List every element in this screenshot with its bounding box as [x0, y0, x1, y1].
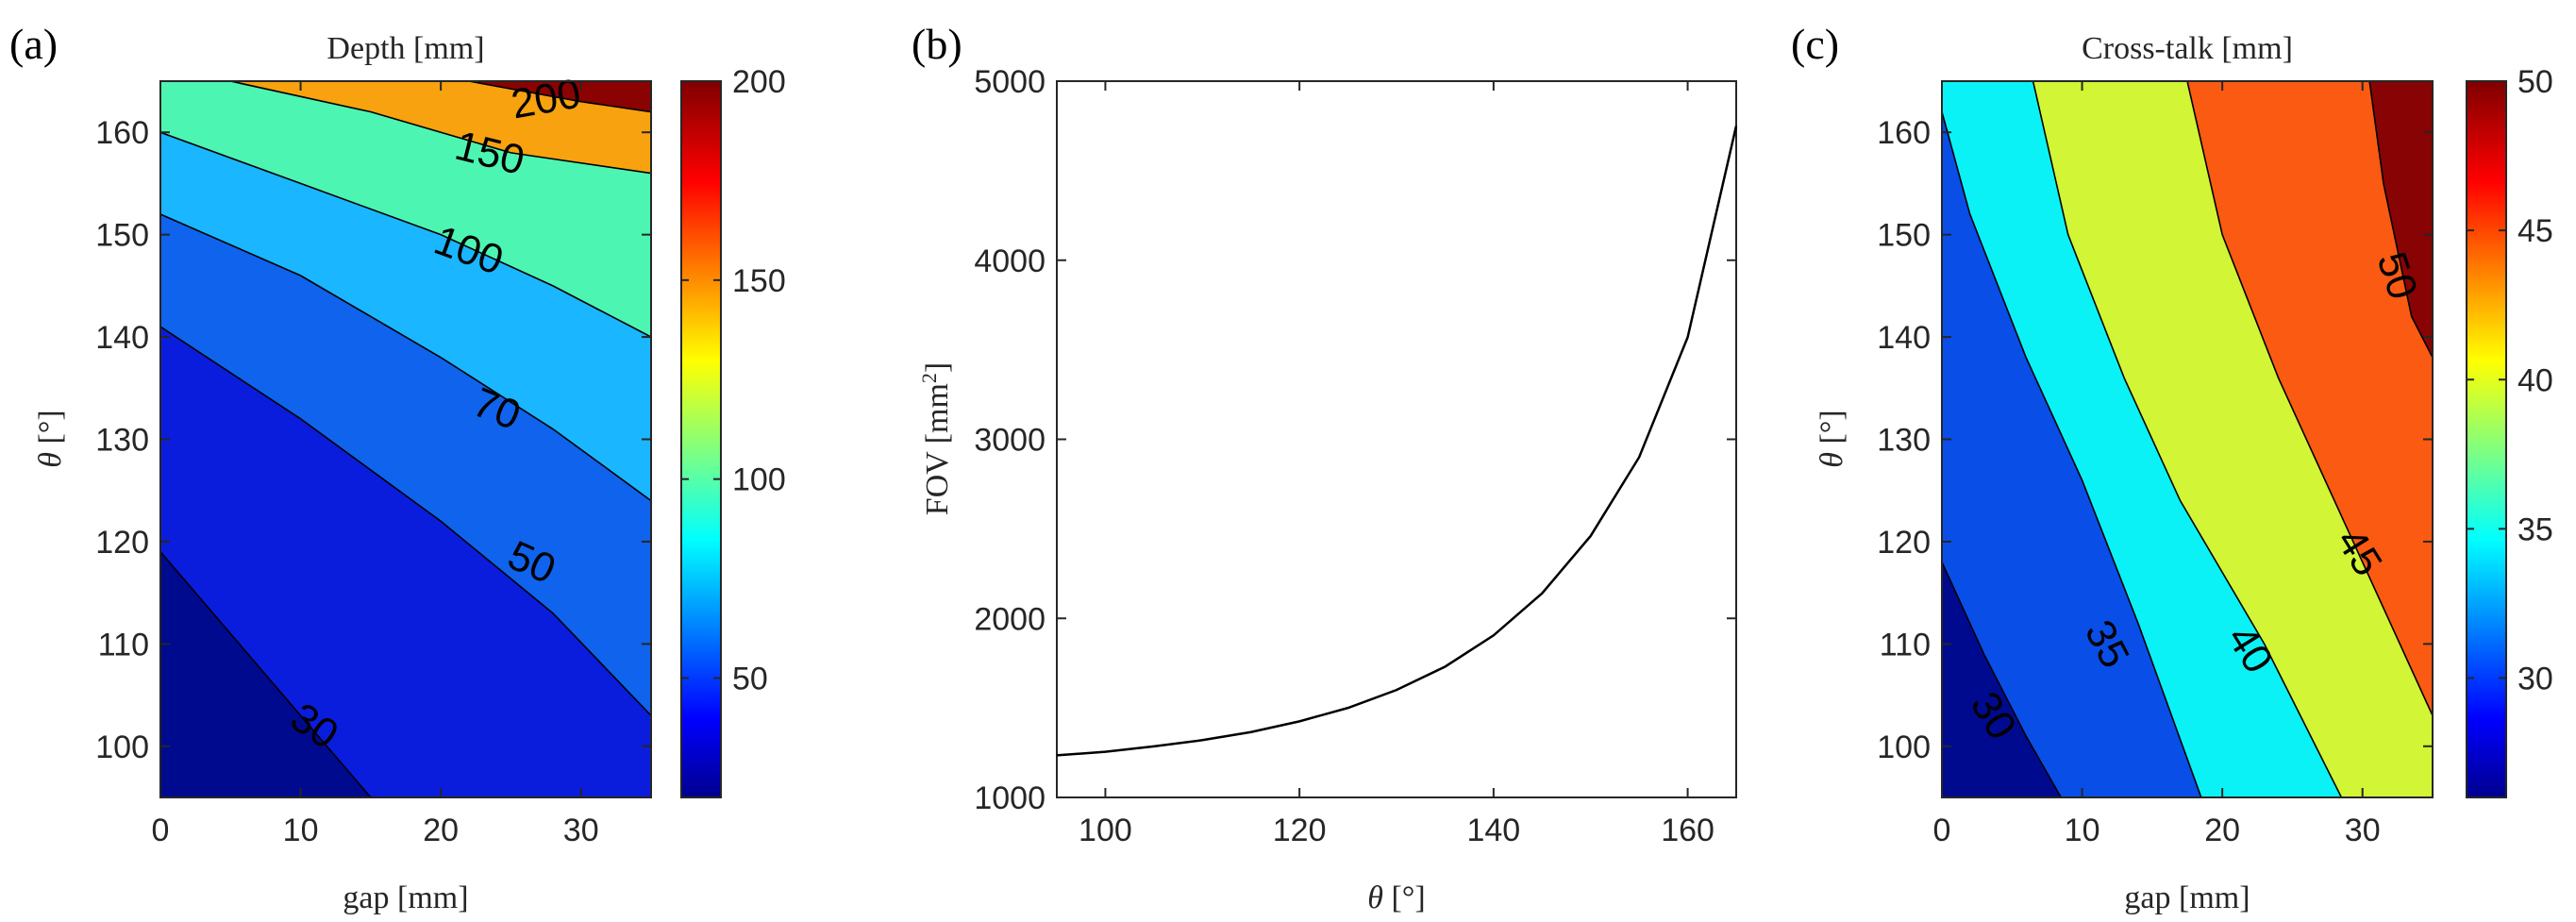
depth-x-tick-label: 0 — [152, 813, 170, 848]
depth-contour-line — [160, 131, 651, 338]
panel-letter-a: (a) — [9, 20, 58, 68]
crosstalk-y-tick-label: 110 — [1880, 627, 1931, 662]
depth-x-ticks: 0 10 20 30 — [152, 81, 599, 848]
depth-colorbar-ticks: 50 100 150 200 — [681, 64, 786, 697]
panel-letter-b: (b) — [912, 20, 962, 68]
crosstalk-region — [1942, 81, 2433, 358]
crosstalk-colorbar-ticks: 30 35 40 45 50 — [2467, 64, 2553, 697]
fov-plot-frame — [1056, 80, 1737, 798]
crosstalk-contour-line — [1942, 111, 2202, 797]
fov-y-tick-label: 3000 — [974, 423, 1045, 459]
depth-colorbar — [680, 80, 722, 798]
depth-region — [160, 81, 651, 174]
crosstalk-x-label: gap [mm] — [2124, 880, 2250, 915]
fov-x-tick-label: 160 — [1661, 813, 1715, 848]
crosstalk-contour-panel: (c) Cross-talk [mm] 30 35 40 45 50 0 10 20 30 1… — [1791, 20, 2553, 915]
depth-colorbar-tick-label: 100 — [732, 462, 786, 498]
depth-x-label: gap [mm] — [343, 880, 468, 915]
depth-y-tick-label: 120 — [95, 525, 149, 561]
depth-y-ticks: 100 110 120 130 140 150 160 — [95, 115, 651, 765]
depth-colorbar-tick-label: 150 — [732, 263, 786, 299]
fov-y-tick-label: 2000 — [974, 601, 1045, 637]
crosstalk-contour-line — [1942, 562, 2062, 797]
crosstalk-title: Cross-talk [mm] — [2082, 31, 2293, 66]
depth-y-tick-label: 140 — [95, 320, 149, 356]
crosstalk-y-tick-label: 150 — [1877, 218, 1931, 254]
crosstalk-y-tick-label: 140 — [1877, 320, 1931, 356]
fov-x-label: θ [°] — [1367, 880, 1425, 915]
fov-series-line — [1056, 126, 1738, 757]
fov-y-tick-label: 5000 — [974, 64, 1045, 100]
crosstalk-contour-regions — [1942, 81, 2433, 797]
fov-y-tick-label: 1000 — [974, 780, 1045, 816]
crosstalk-y-tick-label: 120 — [1877, 525, 1931, 561]
fov-x-tick-label: 140 — [1466, 813, 1520, 848]
depth-x-tick-label: 10 — [283, 813, 319, 848]
depth-contour-regions — [160, 81, 651, 797]
crosstalk-y-tick-label: 100 — [1877, 729, 1931, 765]
depth-contour-line — [160, 551, 372, 797]
fov-line-panel: (b) 100 120 140 160 1000 2000 3000 4000 5000 θ … — [912, 20, 1738, 915]
crosstalk-colorbar-tick-label: 35 — [2517, 511, 2553, 547]
crosstalk-y-tick-label: 130 — [1877, 423, 1931, 459]
crosstalk-y-label: θ [°] — [1815, 410, 1849, 467]
crosstalk-colorbar-tick-label: 45 — [2517, 213, 2553, 249]
crosstalk-y-ticks: 100 110 120 130 140 150 160 — [1877, 115, 2433, 765]
depth-y-tick-label: 100 — [95, 729, 149, 765]
depth-contour-line — [230, 81, 651, 175]
depth-contour-lines — [160, 81, 651, 797]
depth-region — [160, 81, 651, 112]
fov-x-ticks: 100 120 140 160 — [1079, 81, 1715, 848]
crosstalk-colorbar-tick-label: 50 — [2517, 64, 2553, 100]
crosstalk-region — [1942, 81, 2433, 716]
fov-x-tick-label: 100 — [1079, 813, 1132, 848]
crosstalk-contour-lines — [1942, 81, 2433, 797]
depth-y-tick-label: 160 — [95, 115, 149, 151]
fov-y-label: FOV [mm2] — [917, 362, 956, 515]
fov-y-ticks: 1000 2000 3000 4000 5000 — [974, 64, 1736, 816]
crosstalk-contour-line — [2186, 81, 2433, 716]
depth-y-tick-label: 110 — [98, 627, 149, 662]
crosstalk-contour-line — [2368, 81, 2433, 359]
depth-x-tick-label: 20 — [423, 813, 459, 848]
depth-contour-line — [160, 213, 651, 502]
crosstalk-x-tick-label: 30 — [2345, 813, 2381, 848]
crosstalk-x-ticks: 0 10 20 30 — [1933, 81, 2381, 848]
crosstalk-x-tick-label: 20 — [2204, 813, 2240, 848]
crosstalk-colorbar-tick-label: 30 — [2517, 662, 2553, 697]
crosstalk-y-tick-label: 160 — [1877, 115, 1931, 151]
fov-y-tick-label: 4000 — [974, 243, 1045, 279]
depth-y-label: θ [°] — [33, 410, 68, 467]
depth-title: Depth [mm] — [326, 31, 484, 66]
crosstalk-x-tick-label: 0 — [1933, 813, 1951, 848]
depth-colorbar-tick-label: 200 — [732, 64, 786, 100]
fov-x-tick-label: 120 — [1273, 813, 1327, 848]
crosstalk-colorbar — [2466, 80, 2507, 798]
depth-y-tick-label: 130 — [95, 423, 149, 459]
depth-contour-line — [468, 81, 651, 113]
depth-contour-line — [160, 326, 651, 716]
panel-letter-c: (c) — [1791, 20, 1839, 68]
depth-y-tick-label: 150 — [95, 218, 149, 254]
depth-x-tick-label: 30 — [563, 813, 599, 848]
depth-colorbar-tick-label: 50 — [732, 662, 768, 697]
crosstalk-contour-line — [2032, 81, 2343, 797]
crosstalk-x-tick-label: 10 — [2065, 813, 2100, 848]
crosstalk-colorbar-tick-label: 40 — [2517, 362, 2553, 398]
